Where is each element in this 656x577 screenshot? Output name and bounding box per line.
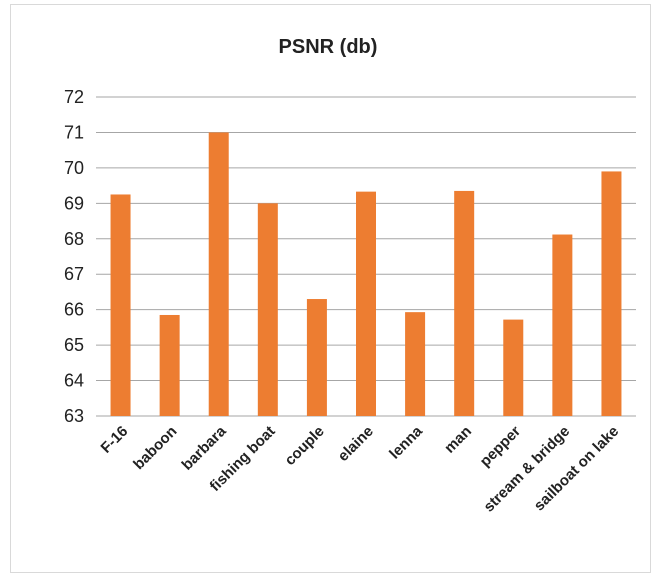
- y-tick-label: 66: [64, 300, 84, 320]
- x-tick-label: man: [441, 423, 475, 457]
- y-tick-label: 68: [64, 229, 84, 249]
- y-tick-label: 63: [64, 406, 84, 426]
- bar-couple: [306, 299, 327, 416]
- bar-f-16: [110, 194, 131, 416]
- bar-pepper: [503, 319, 524, 416]
- y-tick-label: 67: [64, 264, 84, 284]
- bar-elaine: [356, 191, 376, 416]
- y-tick-label: 69: [64, 193, 84, 213]
- y-tick-label: 64: [64, 371, 84, 391]
- x-tick-label: elaine: [335, 423, 377, 465]
- x-tick-label: pepper: [477, 423, 524, 470]
- x-tick-label: lenna: [386, 422, 426, 462]
- x-tick-label: baboon: [130, 423, 180, 473]
- y-tick-label: 65: [64, 335, 84, 355]
- x-tick-label: sailboat on lake: [531, 423, 623, 515]
- bar-barbara: [208, 132, 229, 416]
- bar-sailboat-on-lake: [601, 171, 622, 416]
- x-tick-label: couple: [282, 423, 328, 469]
- x-tick-label: F-16: [98, 423, 132, 457]
- y-tick-label: 70: [64, 158, 84, 178]
- bar-stream-bridge: [552, 234, 573, 416]
- bars: [110, 132, 622, 416]
- x-tick-label: stream & bridge: [480, 423, 573, 516]
- bar-baboon: [159, 314, 180, 416]
- bar-man: [454, 190, 475, 416]
- chart-title: PSNR (db): [278, 36, 378, 58]
- y-axis-ticks: 63 64 65 66 67 68 69 70 71 72: [64, 87, 84, 426]
- bar-fishing-boat: [257, 203, 278, 416]
- y-tick-label: 71: [64, 122, 84, 142]
- y-tick-label: 72: [64, 87, 84, 107]
- bar-lenna: [405, 312, 426, 416]
